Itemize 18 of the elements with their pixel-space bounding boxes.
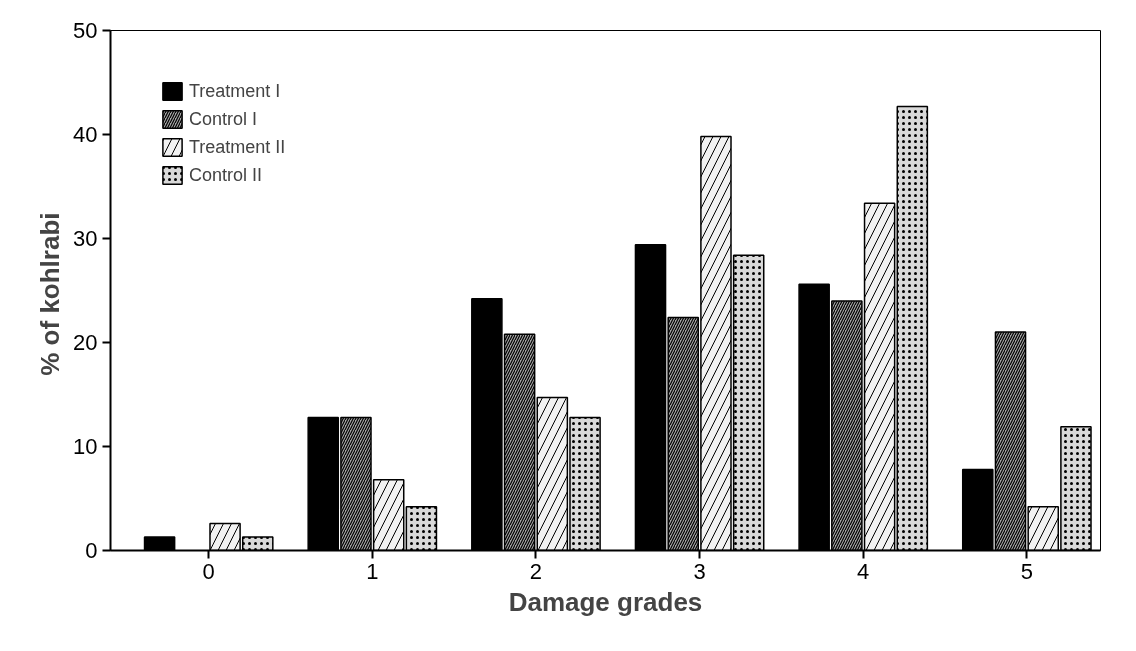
y-tick-label: 50	[73, 18, 98, 43]
x-tick-label: 3	[693, 558, 706, 584]
y-tick-label: 20	[73, 330, 98, 355]
x-axis-title: Damage grades	[508, 586, 703, 617]
y-tick-label: 30	[73, 226, 98, 251]
legend-label: Treatment I	[189, 80, 281, 102]
x-tick-label: 0	[202, 558, 215, 584]
y-tick-label: 40	[73, 122, 98, 147]
legend-label: Control II	[189, 164, 263, 186]
x-tick-label: 4	[857, 558, 870, 584]
legend-label: Control I	[189, 108, 258, 130]
x-tick-label: 2	[529, 558, 543, 584]
legend-label: Treatment II	[189, 136, 286, 158]
y-tick-label: 0	[85, 538, 98, 563]
x-tick-label: 1	[366, 558, 379, 584]
x-tick-label: 5	[1020, 558, 1033, 584]
y-tick-label: 10	[73, 434, 98, 459]
y-axis-title: % of kohlrabi	[35, 212, 66, 376]
